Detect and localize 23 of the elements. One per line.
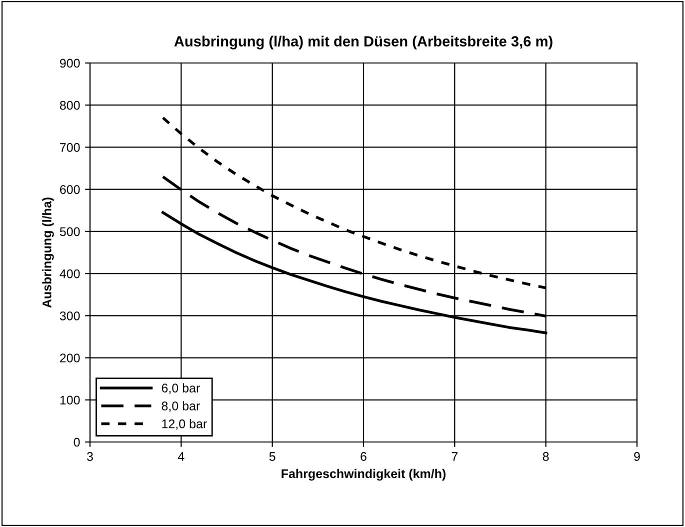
x-tick-label: 7 <box>452 452 458 461</box>
y-tick-label: 0 <box>74 438 80 447</box>
chart-title: Ausbringung (l/ha) mit den Düsen (Arbeitsbreite 3,6 m) <box>174 36 552 50</box>
y-tick-label: 900 <box>60 58 80 68</box>
x-tick-label: 8 <box>542 452 549 461</box>
y-tick-label: 100 <box>60 396 80 405</box>
legend-label: 12,0 bar <box>162 419 207 430</box>
x-axis-title: Fahrgeschwindigkeit (km/h) <box>282 468 446 481</box>
x-tick-label: 9 <box>634 452 640 461</box>
y-tick-label: 500 <box>60 227 80 236</box>
y-tick-label: 700 <box>60 143 80 152</box>
x-tick-label: 5 <box>269 452 276 461</box>
y-tick-label: 600 <box>60 185 80 194</box>
x-tick-label: 6 <box>360 452 366 461</box>
y-tick-label: 400 <box>60 269 80 278</box>
y-tick-label: 300 <box>60 311 80 320</box>
y-tick-label: 800 <box>60 100 80 110</box>
x-tick-label: 4 <box>178 452 184 461</box>
y-tick-label: 200 <box>60 354 80 362</box>
y-axis-title: Ausbringung (l/ha) <box>42 198 54 308</box>
legend-label: 6,0 bar <box>162 383 200 394</box>
x-tick-label: 3 <box>87 452 93 461</box>
legend-label: 8,0 bar <box>162 401 200 412</box>
